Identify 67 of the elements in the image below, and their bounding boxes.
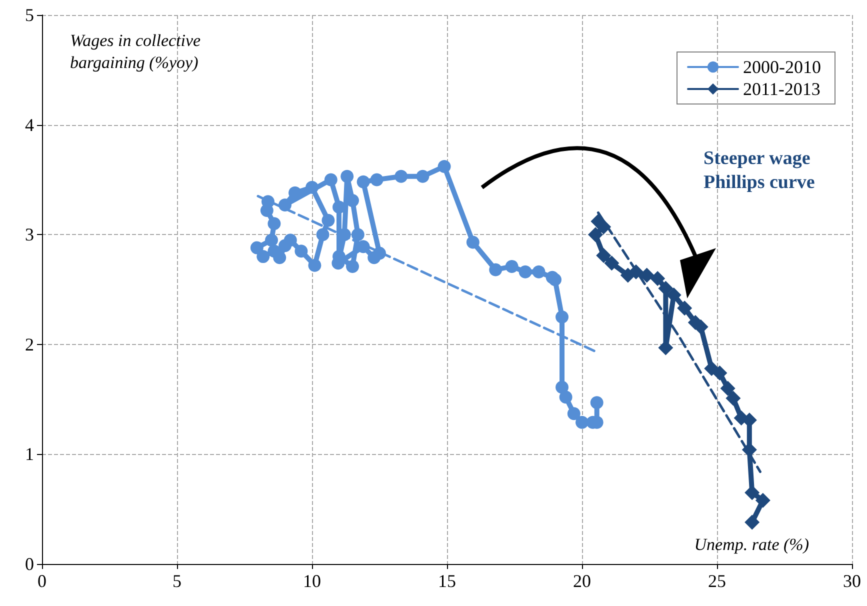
point (489, 263, 502, 276)
point (559, 390, 572, 404)
point (351, 228, 364, 242)
x-tick-label: 20 (573, 571, 591, 591)
x-tick-label: 15 (438, 571, 456, 591)
point (316, 228, 330, 242)
y-axis-title: Wages in collective bargaining (%yoy) (70, 30, 202, 74)
y-tick-label: 0 (25, 554, 34, 574)
point (666, 287, 682, 302)
point (306, 180, 318, 194)
x-tick-label: 25 (708, 571, 726, 591)
point (438, 160, 451, 174)
point (744, 514, 760, 530)
y-tick-label: 3 (25, 224, 34, 245)
y-tick-label: 4 (25, 114, 34, 135)
point (394, 170, 408, 183)
x-tick-label: 0 (38, 571, 46, 591)
point (265, 234, 278, 247)
point (556, 310, 569, 324)
point (726, 390, 741, 406)
point (356, 175, 370, 188)
point (416, 170, 430, 183)
legend-label: 2000-2010 (743, 57, 822, 77)
point (744, 485, 760, 500)
point (556, 380, 569, 394)
point (576, 416, 588, 429)
point (567, 407, 580, 420)
point (532, 265, 546, 278)
y-tick-label: 5 (25, 5, 34, 25)
point (308, 258, 322, 272)
point (370, 173, 384, 186)
point (604, 256, 620, 271)
point (322, 214, 335, 227)
annotation: Steeper wage Phillips curve (704, 146, 816, 195)
point (712, 365, 728, 380)
point (284, 234, 297, 247)
point (250, 241, 264, 254)
point (273, 251, 286, 264)
point (658, 280, 674, 296)
point (596, 248, 612, 263)
point (466, 236, 480, 249)
point (505, 260, 518, 273)
legend-label: 2011-2013 (743, 79, 820, 99)
point (518, 265, 532, 278)
point (677, 300, 692, 316)
point (294, 244, 308, 258)
point (332, 200, 346, 214)
point (340, 170, 354, 183)
point (590, 396, 604, 410)
point (268, 217, 281, 230)
x-tick-label: 30 (843, 571, 861, 591)
point (548, 273, 562, 286)
point (260, 204, 274, 217)
y-tick-label: 1 (25, 444, 34, 464)
x-axis-title: Unemp. rate (%) (694, 534, 809, 556)
point (256, 250, 270, 264)
point (650, 271, 666, 286)
point (639, 268, 654, 283)
point (720, 380, 736, 396)
x-tick-label: 10 (303, 571, 321, 591)
x-tick-label: 5 (172, 571, 182, 591)
y-tick-label: 2 (25, 334, 34, 354)
point (588, 227, 603, 242)
point (755, 492, 770, 508)
point (324, 173, 338, 186)
point (346, 260, 359, 273)
point (346, 194, 359, 208)
